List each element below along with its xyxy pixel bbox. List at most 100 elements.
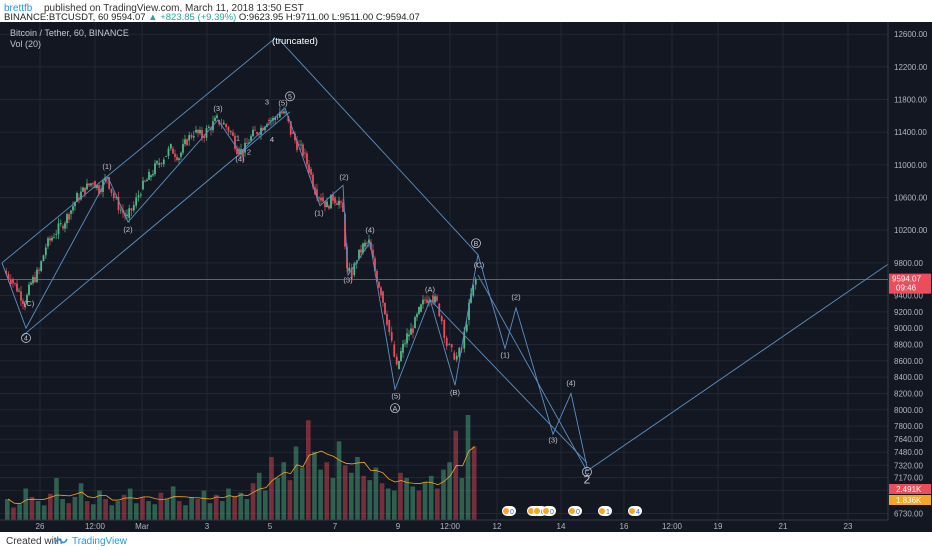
volume-bar	[189, 496, 194, 520]
time-tick-label: 21	[779, 522, 788, 531]
candle-body	[24, 303, 26, 308]
price-tick-label: 9200.00	[894, 308, 923, 317]
tradingview-logo-icon	[54, 538, 68, 544]
candle-body	[5, 271, 8, 274]
candle-body	[395, 356, 398, 365]
volume-bar	[207, 503, 213, 520]
volume-bar	[435, 488, 440, 520]
time-tick-label: 14	[557, 522, 566, 531]
candle-body	[90, 183, 92, 186]
candle-body	[142, 180, 144, 190]
candles	[5, 107, 477, 370]
volume-bar	[336, 441, 342, 520]
candle-body	[84, 187, 86, 195]
candle-body	[250, 136, 252, 141]
candle-body	[203, 136, 206, 138]
wave-label: (2)	[123, 225, 133, 234]
candle-body	[344, 213, 346, 247]
wave-label: (4)	[235, 155, 245, 164]
volume-bar	[115, 501, 121, 520]
volume-bar	[355, 457, 360, 520]
volume-bar	[29, 496, 35, 520]
candle-body	[416, 313, 418, 318]
last-price-tag	[889, 273, 931, 294]
volume-bar	[275, 478, 280, 520]
candle-body	[146, 179, 148, 182]
candle-body	[182, 144, 184, 153]
event-marker-flag-icon	[534, 508, 540, 514]
event-marker-count: 0	[576, 509, 580, 516]
volume-bar	[238, 492, 244, 520]
candle-body	[98, 185, 100, 194]
price-tick-label: 11800.00	[894, 96, 927, 105]
publish-header: brettfb published on TradingView.com, Ma…	[0, 0, 932, 23]
time-tick-label: 26	[36, 522, 45, 531]
candle-body	[360, 249, 362, 253]
candle-body	[152, 174, 154, 176]
volume-bar	[263, 490, 268, 520]
candle-body	[463, 331, 466, 349]
candle-body	[222, 122, 225, 125]
volume-bar	[453, 430, 459, 520]
candle-body	[283, 111, 285, 114]
candle-body	[353, 263, 356, 276]
volume-bar	[416, 490, 422, 520]
wave-label: (3)	[213, 104, 223, 113]
candle-body	[443, 319, 446, 338]
volume-bar	[385, 488, 391, 520]
price-tick-label: 7800.00	[894, 422, 923, 431]
candle-body	[49, 238, 51, 241]
volume-bar	[410, 486, 416, 520]
time-tick-label: 5	[268, 522, 273, 531]
volume-bar	[103, 499, 108, 520]
volume-bar	[447, 462, 452, 520]
volume-bar	[361, 475, 366, 520]
time-tick-label: 23	[844, 522, 853, 531]
volume-bar	[23, 488, 29, 520]
candle-body	[135, 197, 138, 206]
volume-bar	[471, 446, 477, 520]
wave-label: 2	[247, 147, 251, 156]
candle-body	[80, 191, 82, 200]
volume-bar	[379, 483, 385, 520]
volume-bar	[349, 472, 354, 520]
volume-bar	[177, 501, 182, 520]
candle-body	[281, 111, 283, 114]
price-tick-label: 8200.00	[894, 389, 923, 398]
candle-body	[436, 296, 438, 301]
volume-bar	[54, 478, 59, 520]
time-tick-label: 19	[714, 522, 723, 531]
wave-label: (5)	[391, 391, 401, 400]
time-tick-label: 3	[205, 522, 210, 531]
time-tick-label: 12	[493, 522, 502, 531]
candle-body	[254, 129, 256, 131]
candle-body	[242, 149, 244, 157]
author-link[interactable]: brettfb	[4, 3, 33, 14]
wave-circle-label: 4	[24, 336, 28, 343]
candle-body	[32, 277, 34, 284]
candle-body	[165, 155, 168, 157]
candle-body	[232, 132, 234, 136]
wave-label: 1	[236, 133, 240, 142]
time-axis-panel	[0, 520, 932, 532]
chart-area[interactable]: (C) (1) (2) (3) (4) 1 2 3 4 (5) (1) (2) (3) (4) (5) (A)…	[0, 22, 932, 532]
candle-body	[438, 303, 441, 317]
event-marker-flag-icon	[569, 508, 575, 514]
candle-body	[174, 153, 176, 157]
volume-bar	[140, 496, 145, 520]
ohlc-bar: BINANCE:BTCUSDT, 60 9594.07 ▲ +823.85 (+…	[4, 12, 420, 23]
candle-body	[236, 148, 238, 155]
volume-bar	[293, 446, 299, 520]
candle-body	[246, 142, 248, 144]
candle-body	[28, 284, 30, 295]
price-chart[interactable]: (C)(1)(2)(3)(4)1234(5)(1)(2)(3)(4)(5)(A)…	[0, 22, 932, 532]
candle-body	[465, 324, 468, 332]
candle-body	[252, 129, 254, 137]
candle-body	[195, 129, 197, 133]
tradingview-link[interactable]: TradingView	[72, 536, 128, 547]
candle-body	[227, 127, 230, 132]
candle-body	[393, 344, 396, 357]
wave-projection-channel	[477, 262, 891, 472]
candle-body	[270, 120, 272, 122]
candle-body	[350, 267, 353, 279]
